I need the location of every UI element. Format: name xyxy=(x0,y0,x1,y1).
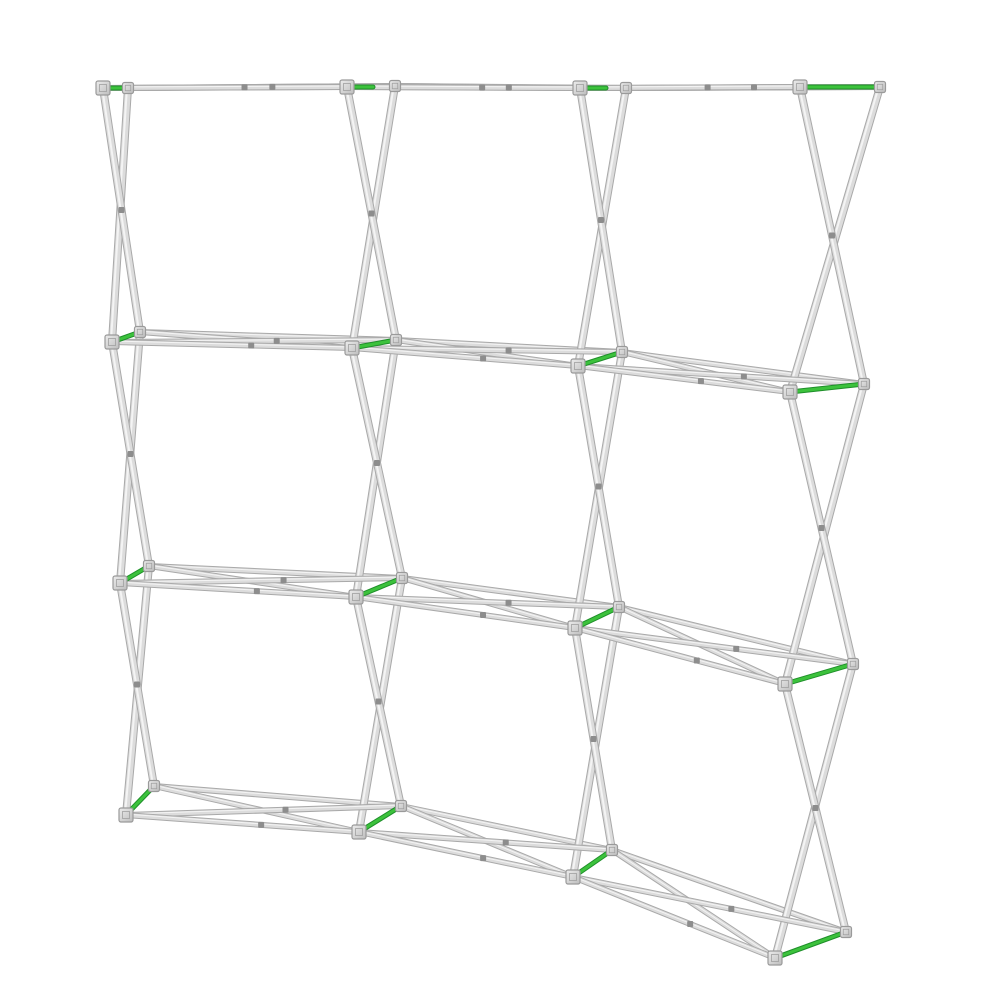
pivot-joint xyxy=(368,210,375,217)
pivot-joint xyxy=(697,378,704,385)
back-hub xyxy=(846,657,860,671)
pivot-joint xyxy=(829,232,835,239)
back-hub xyxy=(394,799,408,813)
back-hub xyxy=(605,843,619,857)
front-horizontal-tube xyxy=(117,580,359,600)
pivot-joint xyxy=(598,217,604,223)
front-horizontal-tube xyxy=(356,829,576,880)
pivot-joint xyxy=(480,355,487,362)
front-hub xyxy=(95,80,111,96)
pivot-joint xyxy=(812,805,819,811)
front-hub xyxy=(112,575,128,591)
pivot-joint xyxy=(282,806,289,813)
pivot-joint xyxy=(693,657,700,664)
back-hub xyxy=(857,377,871,391)
green-connector xyxy=(782,661,856,687)
horizontal-scissor-tube xyxy=(570,874,849,935)
back-hub xyxy=(873,80,887,94)
pivot-joint xyxy=(480,855,487,862)
front-hub xyxy=(782,384,798,400)
pivot-joint xyxy=(253,588,260,595)
front-hub xyxy=(767,950,783,966)
front-horizontal-tube xyxy=(344,84,583,91)
front-horizontal-tube xyxy=(123,812,362,835)
back-tube-layer xyxy=(108,82,884,962)
green-connector xyxy=(772,929,849,961)
back-hub xyxy=(612,600,626,614)
back-hub xyxy=(389,333,403,347)
back-hub xyxy=(147,779,161,793)
front-hub xyxy=(777,676,793,692)
back-hub xyxy=(839,925,853,939)
pivot-joint xyxy=(590,736,597,742)
front-hub xyxy=(118,807,134,823)
back-hub xyxy=(388,79,402,93)
back-hub xyxy=(121,81,135,95)
pivot-joint xyxy=(687,920,694,927)
hub-layer xyxy=(95,79,887,966)
back-horizontal-tube xyxy=(151,783,404,809)
front-horizontal-tube xyxy=(100,84,350,91)
joint-layer xyxy=(118,83,835,927)
pivot-joint xyxy=(704,84,711,91)
front-horizontal-tube xyxy=(577,84,803,91)
pivot-joint xyxy=(818,525,825,531)
pivot-joint xyxy=(479,84,486,91)
front-horizontal-tube xyxy=(109,339,355,351)
pivot-joint xyxy=(127,451,134,457)
pivot-joint xyxy=(241,84,248,91)
pivot-joint xyxy=(375,698,382,705)
front-hub xyxy=(570,358,586,374)
back-hub xyxy=(133,325,147,339)
pivot-joint xyxy=(280,577,287,584)
horizontal-scissor-tube xyxy=(117,575,405,586)
horizontal-scissor-tube xyxy=(353,594,622,610)
pivot-joint xyxy=(502,839,509,846)
front-horizontal-tube xyxy=(575,363,793,395)
pivot-joint xyxy=(505,599,512,606)
front-hub xyxy=(565,869,581,885)
back-hub xyxy=(395,571,409,585)
green-connector xyxy=(787,381,867,395)
pivot-joint xyxy=(118,207,125,213)
pivot-joint xyxy=(740,373,747,380)
pivot-joint xyxy=(248,342,255,349)
horizontal-scissor-tube xyxy=(356,829,615,853)
pivot-joint xyxy=(505,347,512,354)
front-hub xyxy=(348,589,364,605)
front-horizontal-tube xyxy=(353,594,578,631)
front-horizontal-tube xyxy=(570,874,778,961)
pivot-joint xyxy=(733,645,740,652)
back-hub xyxy=(615,345,629,359)
back-horizontal-tube xyxy=(616,604,856,667)
back-hub xyxy=(142,559,156,573)
pivot-joint xyxy=(728,905,735,912)
pivot-joint xyxy=(505,84,512,91)
front-hub xyxy=(792,79,808,95)
pivot-joint xyxy=(134,681,140,688)
pivot-joint xyxy=(480,611,487,618)
pivot-joint xyxy=(751,84,757,91)
front-hub xyxy=(104,334,120,350)
horizontal-scissor-tube xyxy=(123,803,404,818)
green-connector xyxy=(353,575,405,600)
front-hub xyxy=(572,80,588,96)
front-horizontal-tube xyxy=(572,625,788,687)
horizontal-scissor-tube xyxy=(572,625,856,667)
pivot-joint xyxy=(269,83,276,90)
front-hub xyxy=(344,340,360,356)
back-horizontal-tube xyxy=(609,847,849,935)
front-horizontal-tube xyxy=(349,345,581,369)
front-hub xyxy=(567,620,583,636)
pivot-joint xyxy=(374,460,380,466)
pivot-joint xyxy=(595,483,602,490)
pivot-joint xyxy=(258,821,265,828)
back-hub xyxy=(619,81,633,95)
pivot-joint xyxy=(273,337,280,344)
front-hub xyxy=(351,824,367,840)
front-hub xyxy=(339,79,355,95)
